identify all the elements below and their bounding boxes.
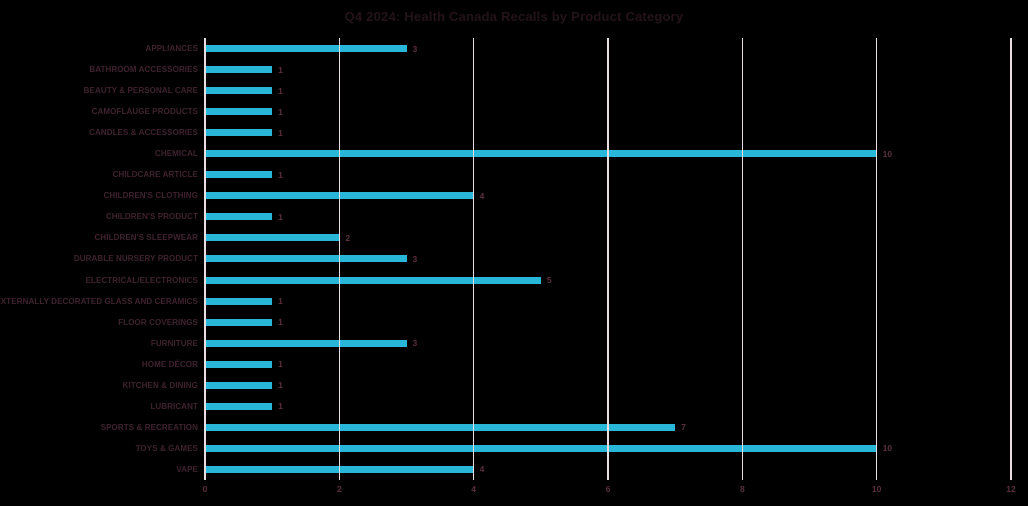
category-label: KITCHEN & DINING — [122, 380, 198, 390]
value-label: 1 — [278, 317, 283, 328]
value-label: 4 — [479, 464, 485, 475]
x-tick-label: 6 — [605, 484, 611, 494]
bar — [205, 276, 541, 284]
bar — [205, 339, 407, 347]
category-label: CHILDCARE ARTICLE — [112, 170, 198, 180]
category-label: CHEMICAL — [154, 149, 198, 159]
category-label: HOME DÉCOR — [141, 359, 198, 369]
bar — [205, 297, 273, 305]
bar-row: 2 — [205, 227, 1011, 248]
value-label: 1 — [278, 106, 283, 117]
category-label: DURABLE NURSERY PRODUCT — [73, 254, 198, 264]
bar-row: 10 — [205, 438, 1011, 459]
value-label: 10 — [882, 443, 893, 454]
category-label: VAPE — [176, 464, 198, 474]
value-label: 5 — [546, 275, 552, 286]
bar-row: 1 — [205, 375, 1011, 396]
value-label: 1 — [278, 127, 283, 138]
bar-row: 3 — [205, 333, 1011, 354]
bar-row: 1 — [205, 164, 1011, 185]
value-label: 1 — [278, 85, 283, 96]
bar — [205, 381, 273, 389]
value-label: 7 — [681, 422, 686, 433]
bar — [205, 66, 273, 74]
bar — [205, 234, 340, 242]
bar — [205, 255, 407, 263]
plot-area: 3 1 1 1 1 10 1 4 1 2 3 5 1 1 3 1 1 1 7 10 4 — [204, 38, 1012, 480]
category-label: FLOOR COVERINGS — [118, 317, 198, 327]
category-label: CAMOFLAUGE PRODUCTS — [91, 107, 198, 117]
x-tick-label: 8 — [739, 484, 745, 494]
value-label: 1 — [278, 380, 283, 391]
category-label: EXTERNALLY DECORATED GLASS AND CERAMICS — [0, 296, 198, 306]
bar-row: 7 — [205, 417, 1011, 438]
bar — [205, 213, 273, 221]
bar — [205, 318, 273, 326]
bar — [205, 171, 273, 179]
gridline-x-0 — [204, 38, 206, 480]
bar — [205, 87, 273, 95]
bar-row: 1 — [205, 80, 1011, 101]
bar-row: 3 — [205, 38, 1011, 59]
gridline-x-10 — [875, 38, 878, 480]
category-label: CHILDREN'S PRODUCT — [105, 212, 198, 222]
bar-row: 1 — [205, 312, 1011, 333]
bar-row: 1 — [205, 354, 1011, 375]
category-label: CHILDREN'S SLEEPWEAR — [94, 233, 198, 243]
bar — [205, 129, 273, 137]
category-label: FURNITURE — [150, 338, 198, 348]
bar — [205, 402, 273, 410]
value-label: 4 — [479, 190, 485, 201]
value-label: 3 — [412, 43, 418, 54]
gridline-x-2 — [338, 38, 341, 480]
bar-row: 1 — [205, 291, 1011, 312]
bar-row: 1 — [205, 122, 1011, 143]
category-label: BATHROOM ACCESSORIES — [89, 65, 198, 75]
category-label: ELECTRICAL/ELECTRONICS — [85, 275, 198, 285]
category-label: CANDLES & ACCESSORIES — [89, 128, 198, 138]
x-tick-label: 10 — [871, 484, 882, 494]
x-tick-label: 4 — [471, 484, 477, 494]
bar — [205, 108, 273, 116]
category-label: SPORTS & RECREATION — [100, 422, 198, 432]
category-label: APPLIANCES — [145, 44, 198, 54]
value-label: 1 — [278, 169, 283, 180]
bar — [205, 444, 877, 452]
bar-row: 3 — [205, 248, 1011, 269]
value-label: 2 — [345, 232, 351, 243]
value-label: 1 — [278, 359, 283, 370]
x-tick-label: 12 — [1006, 484, 1016, 494]
value-label: 1 — [278, 401, 283, 412]
bar-row: 1 — [205, 206, 1011, 227]
value-label: 1 — [278, 211, 283, 222]
bar — [205, 360, 273, 368]
x-tick-label: 2 — [336, 484, 342, 494]
bar-row: 1 — [205, 59, 1011, 80]
bar — [205, 150, 877, 158]
value-label: 10 — [882, 148, 893, 159]
bar-row: 5 — [205, 270, 1011, 291]
bar-row: 10 — [205, 143, 1011, 164]
chart-title: Q4 2024: Health Canada Recalls by Produc… — [344, 9, 684, 24]
category-axis: APPLIANCES BATHROOM ACCESSORIES BEAUTY & P… — [0, 38, 198, 480]
gridline-x-6 — [607, 38, 609, 480]
category-label: BEAUTY & PERSONAL CARE — [83, 86, 198, 96]
gridline-x-8 — [741, 38, 744, 480]
bar — [205, 423, 676, 431]
gridline-x-4 — [472, 38, 475, 480]
value-label: 1 — [278, 296, 283, 307]
value-label: 3 — [412, 253, 418, 264]
gridline-x-12 — [1010, 38, 1012, 480]
bar-row: 1 — [205, 101, 1011, 122]
category-label: LUBRICANT — [150, 401, 198, 411]
category-label: CHILDREN'S CLOTHING — [103, 191, 198, 201]
bar — [205, 45, 407, 53]
x-tick-label: 0 — [202, 484, 208, 494]
bar-row: 1 — [205, 396, 1011, 417]
category-label: TOYS & GAMES — [135, 443, 198, 453]
value-label: 3 — [412, 338, 418, 349]
value-label: 1 — [278, 64, 283, 75]
